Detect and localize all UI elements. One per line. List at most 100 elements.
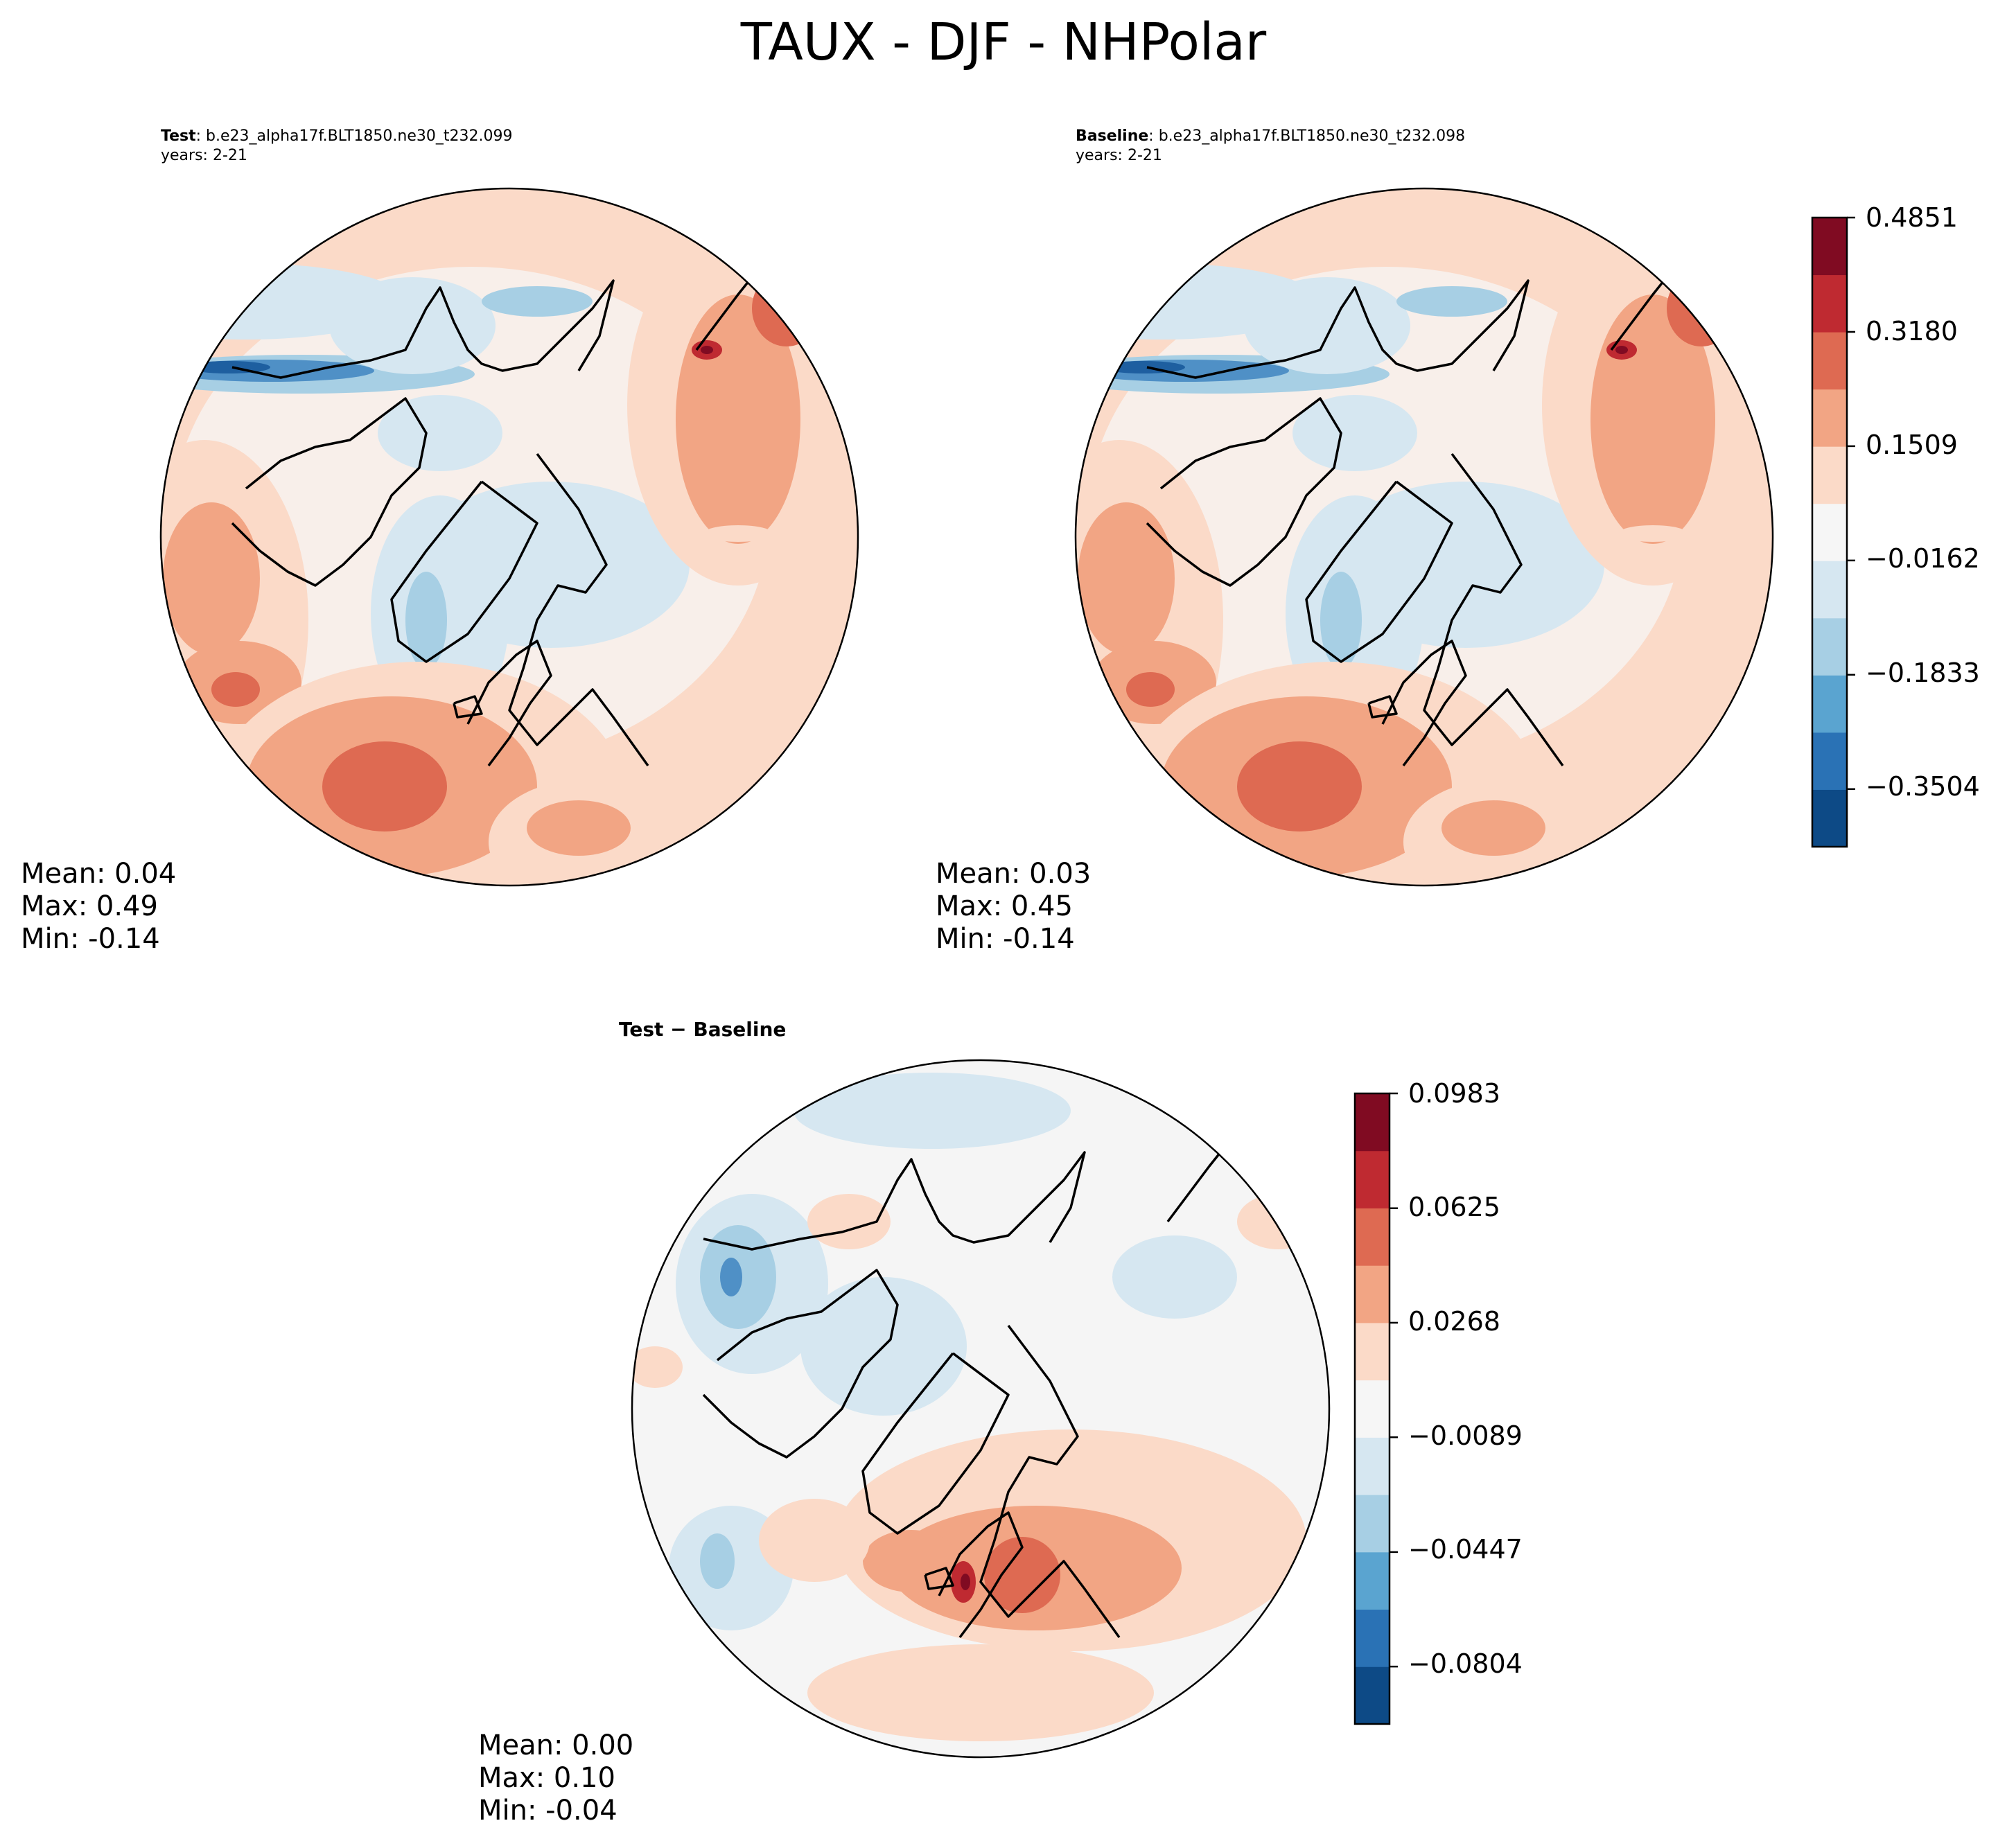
diff-max: Max: 0.10 [478,1762,615,1794]
baseline-label-sep: : [1148,127,1159,145]
test-mean: Mean: 0.04 [21,858,177,890]
atlantic-west-red-core [1126,672,1175,707]
far-west-red [632,1346,683,1388]
siberia-blue [1396,286,1507,317]
bering-blue [329,277,496,374]
atlantic-west-red-core [211,672,260,707]
diff-mean: Mean: 0.00 [478,1730,634,1761]
america-red-light [1078,502,1175,655]
colorbar-band [1355,1265,1390,1323]
map-boundary [631,1059,1331,1759]
greenland-coastline [390,480,538,663]
europe-coastline [508,452,649,767]
canada-coastline [702,1269,899,1459]
test-min: Min: -0.14 [21,923,160,955]
america-red-light [163,502,260,655]
iceland-coastline [924,1567,954,1590]
canada-blue [1292,395,1417,471]
alaska-red-pale [807,1194,891,1249]
central-red-patch [703,525,773,542]
bering-blue [1244,277,1410,374]
diff-panel-title: Test − Baseline [619,1018,787,1041]
map-boundary [159,187,859,887]
greenland-coastline [861,1352,1010,1535]
test-years: years: 2-21 [161,147,247,164]
pacific-blue-core [720,1258,742,1296]
central-red-patch [1618,525,1688,542]
map-clip-group [1076,188,1773,886]
cb2-tick-label: −0.0804 [1408,1648,1523,1679]
west-blue-core [700,1533,735,1589]
pacific-jet-core [1081,360,1289,382]
siberia-blue [482,286,593,317]
baseline-mean: Mean: 0.03 [936,858,1092,890]
greenland-blue-core [405,572,447,669]
europe-coastline [1423,452,1564,767]
baseline-stats: Mean: 0.03 Max: 0.45 Min: -0.14 [936,858,1091,956]
baseline-label: Baseline [1076,127,1149,145]
south-red-pale [807,1644,1154,1741]
colorbar-band [1812,389,1847,447]
pacific-coastline [703,1151,1086,1251]
europe-coastline [979,1324,1121,1639]
test-panel-subtitle: Test: b.e23_alpha17f.BLT1850.ne30_t232.0… [161,127,512,166]
colorbar-band [1355,1093,1390,1152]
test-max: Max: 0.49 [21,890,158,922]
greenland-coastline [1305,480,1453,663]
colorbar-band [1812,274,1847,333]
pacific-coastline [1146,279,1530,379]
colorbar-band [1355,1666,1390,1725]
colorbar-band [1812,446,1847,504]
atlantic-red-pale [759,1499,870,1582]
atlantic-red-core [322,741,447,831]
cb2-tick-label: 0.0268 [1408,1306,1500,1337]
canada-coastline [1146,397,1342,587]
diff-min: Min: -0.04 [478,1795,617,1827]
baseline-min: Min: -0.14 [936,923,1075,955]
canada-coastline [231,397,428,587]
test-label-sep: : [195,127,207,145]
map-clip-group [161,188,858,886]
pacific-coastline [231,279,615,379]
canada-blue [378,395,502,471]
cb2-tick-label: −0.0089 [1408,1420,1523,1451]
main-colorbar [1811,216,1855,848]
iceland-coastline [453,695,483,719]
baseline-panel-subtitle: Baseline: b.e23_alpha17f.BLT1850.ne30_t2… [1076,127,1465,166]
cb1-tick-label: 0.4851 [1866,202,1958,233]
cb2-tick-label: 0.0983 [1408,1078,1500,1109]
baseline-years: years: 2-21 [1076,147,1162,164]
scandinavia-coastline [466,640,552,767]
atlantic-red-light [863,1530,960,1592]
colorbar-band [1355,1551,1390,1610]
east-blue [1112,1235,1237,1319]
colorbar-band [1812,218,1847,276]
baseline-map [1074,187,1774,887]
baseline-max: Max: 0.45 [936,890,1073,922]
scandinavia-red-mid [984,1537,1060,1613]
test-case-name: b.e23_alpha17f.BLT1850.ne30_t232.099 [206,127,513,145]
scandinavia-coastline [1381,640,1467,767]
cb1-tick-label: −0.0162 [1866,543,1980,574]
diff-map [631,1059,1331,1759]
colorbar-band [1355,1380,1390,1438]
map-boundary [1074,187,1774,887]
siberia-red-core [752,270,821,346]
greenland-blue-core [1320,572,1362,669]
cb2-tick-label: −0.0447 [1408,1534,1523,1565]
europe-red-light [1441,800,1545,856]
colorbar-band [1355,1495,1390,1553]
scandinavia-coastline [938,1511,1024,1639]
colorbar-band [1355,1609,1390,1667]
colorbar-frame [1811,216,1848,848]
test-label: Test [161,127,196,145]
colorbar-band [1812,503,1847,561]
colorbar-band [1355,1208,1390,1266]
colorbar-band [1812,561,1847,619]
cb1-tick-label: −0.1833 [1866,658,1980,688]
diff-stats: Mean: 0.00 Max: 0.10 Min: -0.04 [478,1730,633,1827]
colorbar-band [1355,1322,1390,1381]
colorbar-band [1812,675,1847,733]
colorbar-band [1812,789,1847,847]
